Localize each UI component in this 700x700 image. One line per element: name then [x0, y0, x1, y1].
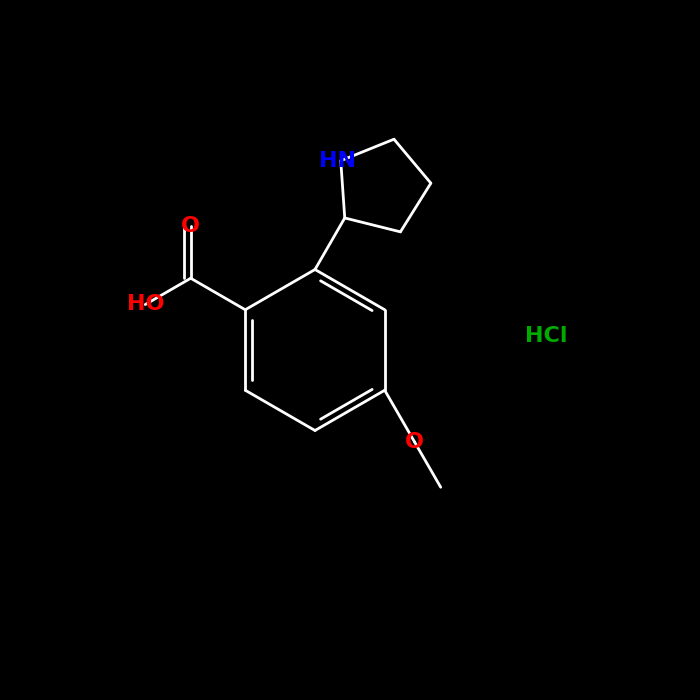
Text: O: O	[405, 432, 424, 452]
Text: HCl: HCl	[525, 326, 567, 346]
Text: HO: HO	[127, 295, 164, 314]
Text: HN: HN	[318, 150, 356, 171]
Text: O: O	[181, 216, 200, 236]
